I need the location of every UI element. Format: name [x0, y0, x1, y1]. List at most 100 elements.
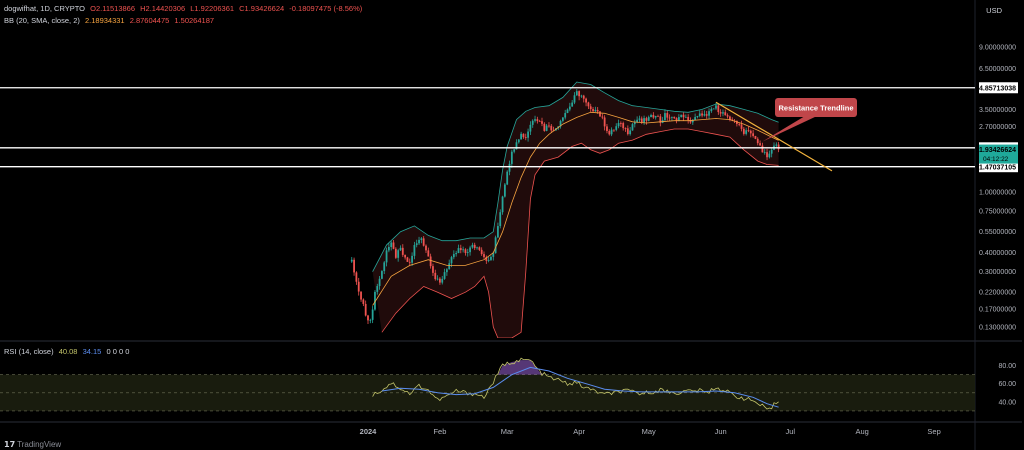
candle-body: [745, 130, 748, 134]
candle-body: [654, 115, 657, 118]
candle-body: [599, 111, 601, 117]
candle-body: [425, 245, 427, 251]
candle-body: [503, 184, 506, 197]
time-tick-label: Apr: [573, 427, 585, 436]
time-tick-label: May: [642, 427, 656, 436]
candle-body: [364, 303, 367, 316]
candle-body: [439, 278, 441, 283]
candle-body: [508, 163, 511, 172]
candle-body: [441, 278, 444, 283]
candle-body: [677, 117, 680, 122]
candle-body: [682, 114, 685, 118]
candle-body: [601, 116, 604, 118]
candle-body: [471, 244, 474, 248]
level-badge-label: 1.47037105: [979, 164, 1016, 171]
candle-body: [422, 238, 425, 246]
candle-body: [568, 106, 571, 110]
candle-body: [510, 151, 513, 164]
candle-body: [541, 121, 543, 124]
candle-body: [647, 117, 650, 121]
candle-body: [452, 254, 455, 258]
low-value: L1.92206361: [190, 4, 235, 13]
annotation-box: [775, 98, 857, 117]
candle-body: [717, 105, 720, 113]
candle-body: [636, 119, 639, 123]
candle-body: [466, 252, 469, 253]
candle-body: [506, 171, 509, 185]
time-tick-label: Jul: [785, 427, 795, 436]
symbol-label: dogwifhat, 1D, CRYPTO: [4, 4, 86, 13]
rsi-tick-label: 80.00: [998, 363, 1016, 370]
candle-body: [548, 125, 550, 127]
candle-body: [413, 245, 416, 256]
candle-body: [696, 116, 699, 118]
candle-body: [513, 149, 516, 152]
candle-body: [712, 108, 715, 110]
candle-body: [490, 256, 492, 260]
candle-body: [666, 113, 669, 118]
candle-body: [483, 254, 485, 258]
candle-body: [708, 111, 710, 116]
time-tick-label: Aug: [855, 427, 868, 436]
candle-body: [485, 257, 488, 261]
candle-body: [652, 114, 655, 118]
annotation-label: Resistance Trendline: [778, 104, 853, 113]
candle-body: [770, 149, 773, 154]
candle-body: [575, 91, 578, 96]
candle-body: [619, 123, 622, 124]
tradingview-logo: 17 TradingView: [4, 440, 61, 449]
candle-body: [376, 286, 379, 292]
bb-lower-line: [381, 128, 779, 338]
candle-body: [531, 120, 534, 125]
candle-body: [350, 259, 353, 262]
candle-body: [759, 143, 761, 146]
candle-body: [357, 281, 360, 292]
candle-body: [457, 248, 460, 254]
candle-body: [715, 105, 717, 109]
level-badge: [979, 161, 1018, 173]
candle-body: [445, 269, 448, 273]
candle-body: [735, 120, 738, 124]
candle-body: [629, 130, 632, 135]
candle-body: [534, 119, 536, 121]
candle-body: [606, 126, 608, 132]
candle-body: [768, 153, 771, 158]
candle-body: [668, 117, 671, 119]
candle-body: [383, 262, 386, 272]
high-value: H2.14420306: [140, 4, 186, 13]
candle-body: [550, 125, 553, 131]
candle-body: [469, 247, 471, 253]
candle-body: [369, 319, 372, 321]
candle-body: [777, 144, 780, 150]
candle-body: [527, 131, 529, 138]
candle-body: [594, 109, 597, 112]
candle-body: [592, 109, 594, 112]
candle-body: [580, 95, 583, 97]
candle-body: [371, 309, 374, 320]
candle-body: [571, 102, 574, 107]
bb-upper-line: [372, 81, 779, 272]
price-tick-label: 9.00000000: [979, 45, 1016, 52]
candle-body: [543, 123, 546, 131]
candle-body: [673, 116, 676, 119]
time-tick-label: 2024: [360, 427, 378, 436]
price-tick-label: 2.70000000: [979, 124, 1016, 131]
candle-body: [529, 124, 532, 132]
candle-body: [766, 152, 768, 158]
rsi-ma-value: 34.15: [82, 347, 102, 356]
candle-body: [462, 249, 465, 251]
close-value: C1.93426624: [239, 4, 285, 13]
candle-body: [631, 124, 634, 131]
candle-body: [684, 116, 687, 118]
candle-body: [360, 291, 362, 300]
candle-body: [726, 115, 729, 117]
candle-body: [455, 253, 458, 255]
bb-lower-value: 1.50264187: [174, 16, 215, 25]
candle-body: [420, 238, 423, 240]
candle-body: [680, 114, 683, 118]
candle-body: [429, 256, 432, 267]
candle-body: [640, 118, 643, 123]
logo-text: TradingView: [17, 440, 62, 449]
candle-body: [740, 124, 743, 129]
candle-body: [710, 108, 713, 112]
